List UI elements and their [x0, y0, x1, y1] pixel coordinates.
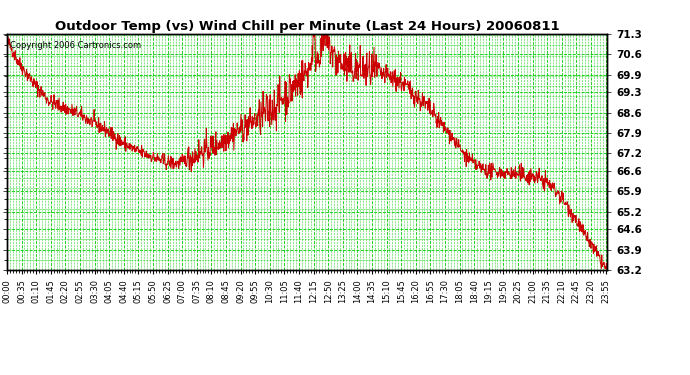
Text: Copyright 2006 Cartronics.com: Copyright 2006 Cartronics.com	[10, 41, 141, 50]
Title: Outdoor Temp (vs) Wind Chill per Minute (Last 24 Hours) 20060811: Outdoor Temp (vs) Wind Chill per Minute …	[55, 20, 560, 33]
